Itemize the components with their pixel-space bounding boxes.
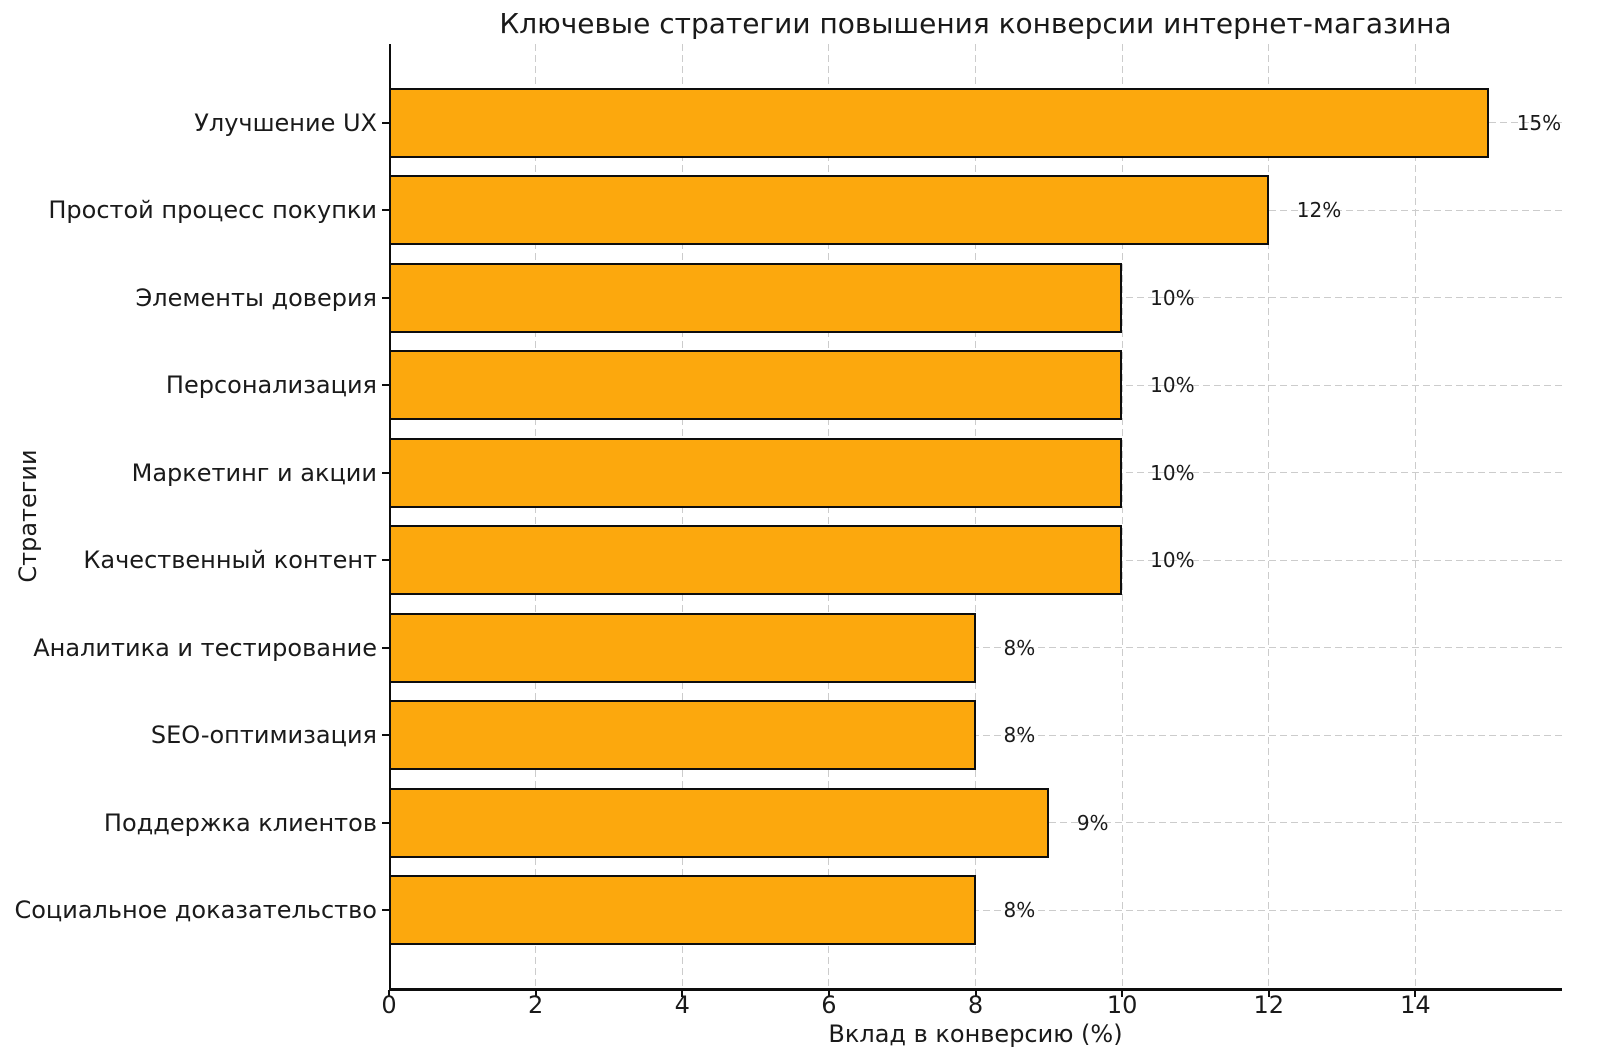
y-tick-mark	[382, 209, 389, 212]
x-gridline	[1121, 44, 1123, 989]
x-axis-title: Вклад в конверсию (%)	[828, 1020, 1123, 1048]
bar-value-label: 9%	[1076, 810, 1109, 835]
x-tick-label: 8	[967, 991, 984, 1019]
bar	[389, 612, 976, 683]
x-gridline	[828, 44, 830, 989]
bar	[389, 262, 1123, 333]
bar	[389, 875, 976, 946]
bar	[389, 787, 1049, 858]
x-gridline	[1268, 44, 1270, 989]
y-tick-label: Маркетинг и акции	[131, 458, 377, 487]
y-tick-label: Улучшение UX	[194, 108, 377, 137]
y-tick-label: Поддержка клиентов	[103, 808, 377, 837]
x-tick-mark	[534, 990, 537, 997]
y-tick-mark	[382, 646, 389, 649]
y-tick-label: Персонализация	[165, 371, 377, 400]
bar-value-label: 10%	[1150, 285, 1195, 310]
x-gridline	[975, 44, 976, 989]
x-tick-mark	[1414, 990, 1417, 997]
y-tick-mark	[382, 471, 389, 474]
y-tick-mark	[382, 384, 389, 387]
x-tick-label: 0	[381, 991, 397, 1019]
bar-value-label: 10%	[1150, 548, 1195, 573]
y-gridline	[389, 909, 1562, 911]
x-gridline	[681, 44, 683, 989]
y-tick-mark	[382, 909, 389, 912]
bar-value-label: 8%	[1003, 898, 1036, 923]
x-tick-mark	[388, 990, 390, 997]
y-tick-label: Качественный контент	[83, 546, 377, 575]
bar	[389, 700, 976, 771]
bar	[389, 175, 1269, 246]
bars-layer	[389, 44, 1562, 989]
y-tick-label: Простой процесс покупки	[48, 196, 377, 225]
bar-value-label: 8%	[1003, 723, 1036, 748]
y-tick-mark	[382, 296, 389, 299]
y-tick-mark	[382, 821, 389, 824]
x-tick-mark	[1121, 990, 1124, 997]
y-tick-label: Элементы доверия	[135, 283, 377, 312]
x-tick-label: 4	[674, 991, 690, 1019]
y-tick-label: Аналитика и тестирование	[33, 633, 377, 662]
y-tick-mark	[382, 121, 389, 124]
y-axis-spine	[389, 44, 391, 989]
y-axis-title: Стратегии	[14, 449, 42, 583]
y-tick-mark	[382, 559, 389, 562]
bar	[389, 87, 1489, 158]
bar	[389, 525, 1123, 596]
x-tick-label: 10	[1106, 991, 1138, 1019]
bar-value-label: 8%	[1003, 635, 1036, 660]
y-tick-mark	[382, 734, 389, 737]
x-gridline	[535, 44, 537, 989]
bar-value-label: 10%	[1150, 460, 1195, 485]
x-axis-spine	[389, 988, 1562, 991]
y-gridline	[389, 647, 1562, 649]
y-gridline	[389, 734, 1562, 736]
plot-area: 15% 12% 10% 10% 10% 10% 8% 8% 9% 8%	[389, 44, 1562, 991]
x-tick-label: 12	[1253, 991, 1285, 1019]
bar-value-label: 15%	[1516, 110, 1562, 135]
bar-value-label: 12%	[1296, 198, 1342, 223]
x-tick-mark	[827, 990, 830, 997]
x-tick-mark	[974, 990, 977, 997]
x-gridline	[1414, 44, 1416, 989]
bar-value-label: 10%	[1150, 373, 1195, 398]
value-labels-layer: 15% 12% 10% 10% 10% 10% 8% 8% 9% 8%	[389, 44, 1562, 989]
bar	[389, 437, 1123, 508]
chart-title: Ключевые стратегии повышения конверсии и…	[499, 7, 1452, 40]
x-tick-mark	[1267, 990, 1270, 997]
x-tick-label: 14	[1400, 991, 1431, 1019]
x-tick-label: 2	[527, 991, 544, 1019]
x-tick-label: 6	[821, 991, 837, 1019]
x-tick-mark	[681, 990, 684, 997]
y-tick-label: Социальное доказательство	[14, 896, 377, 925]
y-tick-label: SEO-оптимизация	[150, 721, 377, 750]
